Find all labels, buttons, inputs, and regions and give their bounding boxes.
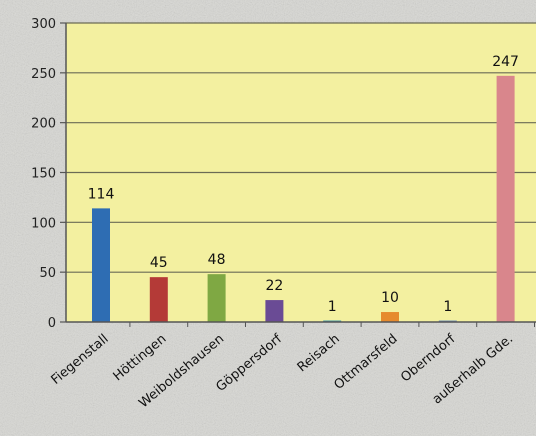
y-axis-ticks: 0 50 100 150 200 250 300 (31, 17, 66, 331)
data-label: 22 (265, 278, 283, 294)
gridlines (66, 22, 536, 273)
data-label: 10 (381, 290, 399, 306)
y-tick-label: 100 (31, 216, 56, 231)
bar (496, 75, 515, 322)
bars (92, 75, 515, 322)
bar (265, 300, 284, 322)
data-label: 45 (150, 255, 168, 271)
bar (92, 208, 110, 322)
y-tick-label: 0 (48, 316, 56, 331)
data-label: 1 (443, 299, 452, 315)
bar (381, 312, 399, 322)
data-label: 48 (208, 252, 226, 268)
y-tick-label: 150 (31, 167, 56, 182)
bar (207, 274, 226, 322)
y-tick-label: 250 (31, 67, 56, 82)
data-label: 1 (328, 299, 337, 315)
bar (149, 277, 168, 322)
y-tick-label: 300 (31, 17, 56, 32)
data-label: 114 (88, 186, 115, 202)
data-labels: 114 45 48 22 1 10 1 247 (88, 54, 519, 315)
y-tick-label: 200 (31, 117, 56, 132)
data-label: 247 (492, 54, 519, 70)
y-tick-label: 50 (39, 266, 56, 281)
